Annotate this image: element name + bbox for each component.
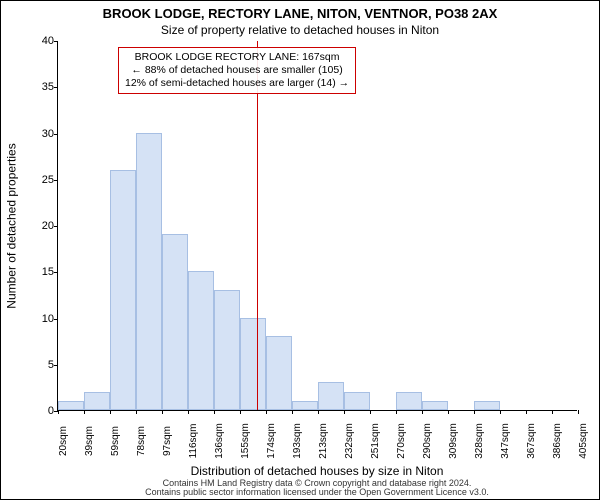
histogram-bar bbox=[162, 234, 188, 410]
x-tick-mark bbox=[552, 410, 553, 414]
histogram-bar bbox=[474, 401, 500, 410]
x-tick-label: 136sqm bbox=[214, 423, 225, 459]
x-tick-mark bbox=[110, 410, 111, 414]
y-tick-label: 10 bbox=[26, 313, 54, 325]
x-tick-label: 78sqm bbox=[136, 426, 147, 456]
x-tick-label: 270sqm bbox=[396, 423, 407, 459]
x-tick-label: 20sqm bbox=[58, 426, 69, 456]
y-tick-mark bbox=[54, 319, 58, 320]
histogram-bar bbox=[58, 401, 84, 410]
annotation-line-1: BROOK LODGE RECTORY LANE: 167sqm bbox=[125, 51, 349, 64]
chart-container: BROOK LODGE, RECTORY LANE, NITON, VENTNO… bbox=[0, 0, 600, 500]
x-tick-label: 367sqm bbox=[526, 423, 537, 459]
annotation-line-2: ← 88% of detached houses are smaller (10… bbox=[125, 64, 349, 77]
y-tick-mark bbox=[54, 134, 58, 135]
y-tick-mark bbox=[54, 365, 58, 366]
histogram-bar bbox=[292, 401, 318, 410]
y-tick-mark bbox=[54, 87, 58, 88]
x-tick-label: 386sqm bbox=[552, 423, 563, 459]
x-axis-label: Distribution of detached houses by size … bbox=[57, 464, 577, 478]
x-tick-mark bbox=[474, 410, 475, 414]
x-tick-mark bbox=[526, 410, 527, 414]
x-tick-mark bbox=[344, 410, 345, 414]
y-tick-label: 5 bbox=[26, 359, 54, 371]
y-tick-label: 35 bbox=[26, 81, 54, 93]
y-tick-mark bbox=[54, 41, 58, 42]
x-tick-label: 213sqm bbox=[318, 423, 329, 459]
x-tick-mark bbox=[162, 410, 163, 414]
x-tick-label: 59sqm bbox=[110, 426, 121, 456]
x-tick-label: 251sqm bbox=[370, 423, 381, 459]
x-tick-label: 232sqm bbox=[344, 423, 355, 459]
x-tick-label: 347sqm bbox=[500, 423, 511, 459]
footer-line-2: Contains public sector information licen… bbox=[57, 488, 577, 497]
x-tick-mark bbox=[370, 410, 371, 414]
y-tick-label: 20 bbox=[26, 220, 54, 232]
y-tick-label: 0 bbox=[26, 405, 54, 417]
y-tick-mark bbox=[54, 226, 58, 227]
x-tick-label: 116sqm bbox=[188, 424, 199, 459]
x-tick-label: 193sqm bbox=[292, 423, 303, 459]
y-tick-mark bbox=[54, 272, 58, 273]
x-tick-label: 97sqm bbox=[162, 426, 173, 456]
histogram-bar bbox=[136, 133, 162, 411]
histogram-bar bbox=[110, 170, 136, 411]
annotation-box: BROOK LODGE RECTORY LANE: 167sqm← 88% of… bbox=[118, 47, 356, 94]
y-tick-mark bbox=[54, 180, 58, 181]
footer-attribution: Contains HM Land Registry data © Crown c… bbox=[57, 479, 577, 497]
y-tick-label: 40 bbox=[26, 35, 54, 47]
x-tick-label: 39sqm bbox=[84, 426, 95, 456]
x-tick-mark bbox=[214, 410, 215, 414]
x-tick-mark bbox=[292, 410, 293, 414]
x-tick-mark bbox=[422, 410, 423, 414]
x-tick-mark bbox=[136, 410, 137, 414]
x-tick-mark bbox=[188, 410, 189, 414]
chart-title: BROOK LODGE, RECTORY LANE, NITON, VENTNO… bbox=[1, 6, 599, 21]
plot-area: 051015202530354020sqm39sqm59sqm78sqm97sq… bbox=[57, 41, 577, 411]
x-tick-label: 290sqm bbox=[422, 423, 433, 459]
x-tick-mark bbox=[58, 410, 59, 414]
x-tick-label: 174sqm bbox=[266, 423, 277, 459]
chart-subtitle: Size of property relative to detached ho… bbox=[1, 23, 599, 37]
x-tick-label: 405sqm bbox=[578, 423, 589, 459]
histogram-bar bbox=[318, 382, 344, 410]
x-tick-mark bbox=[578, 410, 579, 414]
y-tick-label: 30 bbox=[26, 128, 54, 140]
x-tick-label: 155sqm bbox=[240, 423, 251, 459]
x-tick-mark bbox=[318, 410, 319, 414]
x-tick-label: 328sqm bbox=[474, 423, 485, 459]
histogram-bar bbox=[266, 336, 292, 410]
histogram-bar bbox=[240, 318, 266, 411]
histogram-bar bbox=[396, 392, 422, 411]
histogram-bar bbox=[214, 290, 240, 410]
reference-line bbox=[257, 41, 258, 410]
x-tick-mark bbox=[396, 410, 397, 414]
x-tick-mark bbox=[240, 410, 241, 414]
histogram-bar bbox=[84, 392, 110, 411]
histogram-bar bbox=[344, 392, 370, 411]
histogram-bar bbox=[188, 271, 214, 410]
x-tick-label: 309sqm bbox=[448, 423, 459, 459]
x-tick-mark bbox=[500, 410, 501, 414]
x-tick-mark bbox=[84, 410, 85, 414]
histogram-bar bbox=[422, 401, 448, 410]
y-tick-label: 15 bbox=[26, 266, 54, 278]
y-tick-label: 25 bbox=[26, 174, 54, 186]
x-tick-mark bbox=[266, 410, 267, 414]
annotation-line-3: 12% of semi-detached houses are larger (… bbox=[125, 77, 349, 90]
y-axis-label: Number of detached properties bbox=[5, 41, 19, 411]
x-tick-mark bbox=[448, 410, 449, 414]
